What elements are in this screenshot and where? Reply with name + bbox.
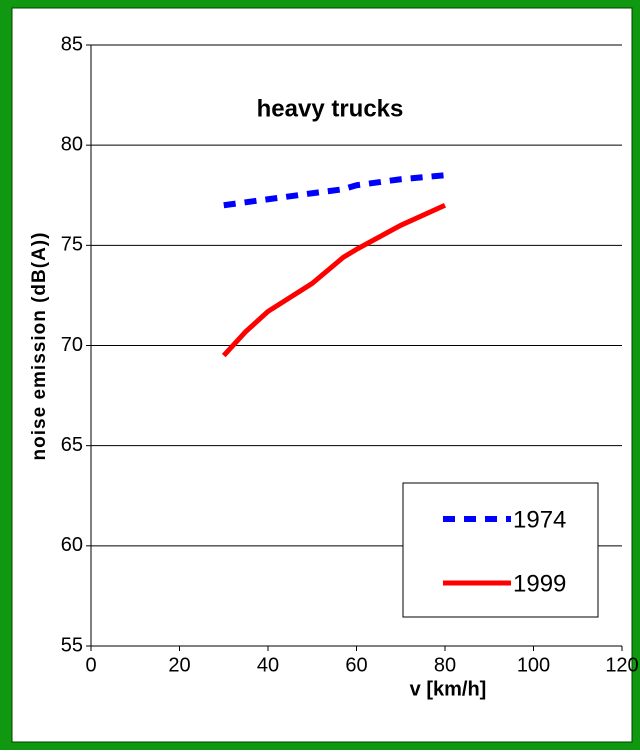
x-tick-label: 40	[257, 654, 279, 676]
y-tick-label: 55	[61, 634, 83, 656]
legend-label: 1974	[513, 506, 566, 533]
x-tick-label: 100	[517, 654, 550, 676]
x-tick-label: 120	[605, 654, 638, 676]
y-tick-label: 80	[61, 133, 83, 155]
background	[11, 7, 633, 743]
x-tick-label: 20	[168, 654, 190, 676]
x-axis-label: v [km/h]	[410, 678, 487, 700]
y-tick-label: 60	[61, 534, 83, 556]
y-tick-label: 70	[61, 334, 83, 356]
y-tick-label: 75	[61, 234, 83, 256]
x-tick-label: 60	[345, 654, 367, 676]
legend-box	[402, 482, 599, 618]
y-axis-label: noise emission (dB(A))	[29, 232, 50, 461]
chart-title: heavy trucks	[257, 95, 404, 122]
series-line	[223, 172, 446, 209]
y-tick-label: 65	[61, 434, 83, 456]
series-line	[221, 202, 447, 358]
x-tick-label: 0	[85, 654, 96, 676]
y-tick-label: 85	[61, 33, 83, 55]
legend-label: 1999	[513, 570, 566, 597]
x-tick-label: 80	[434, 654, 456, 676]
